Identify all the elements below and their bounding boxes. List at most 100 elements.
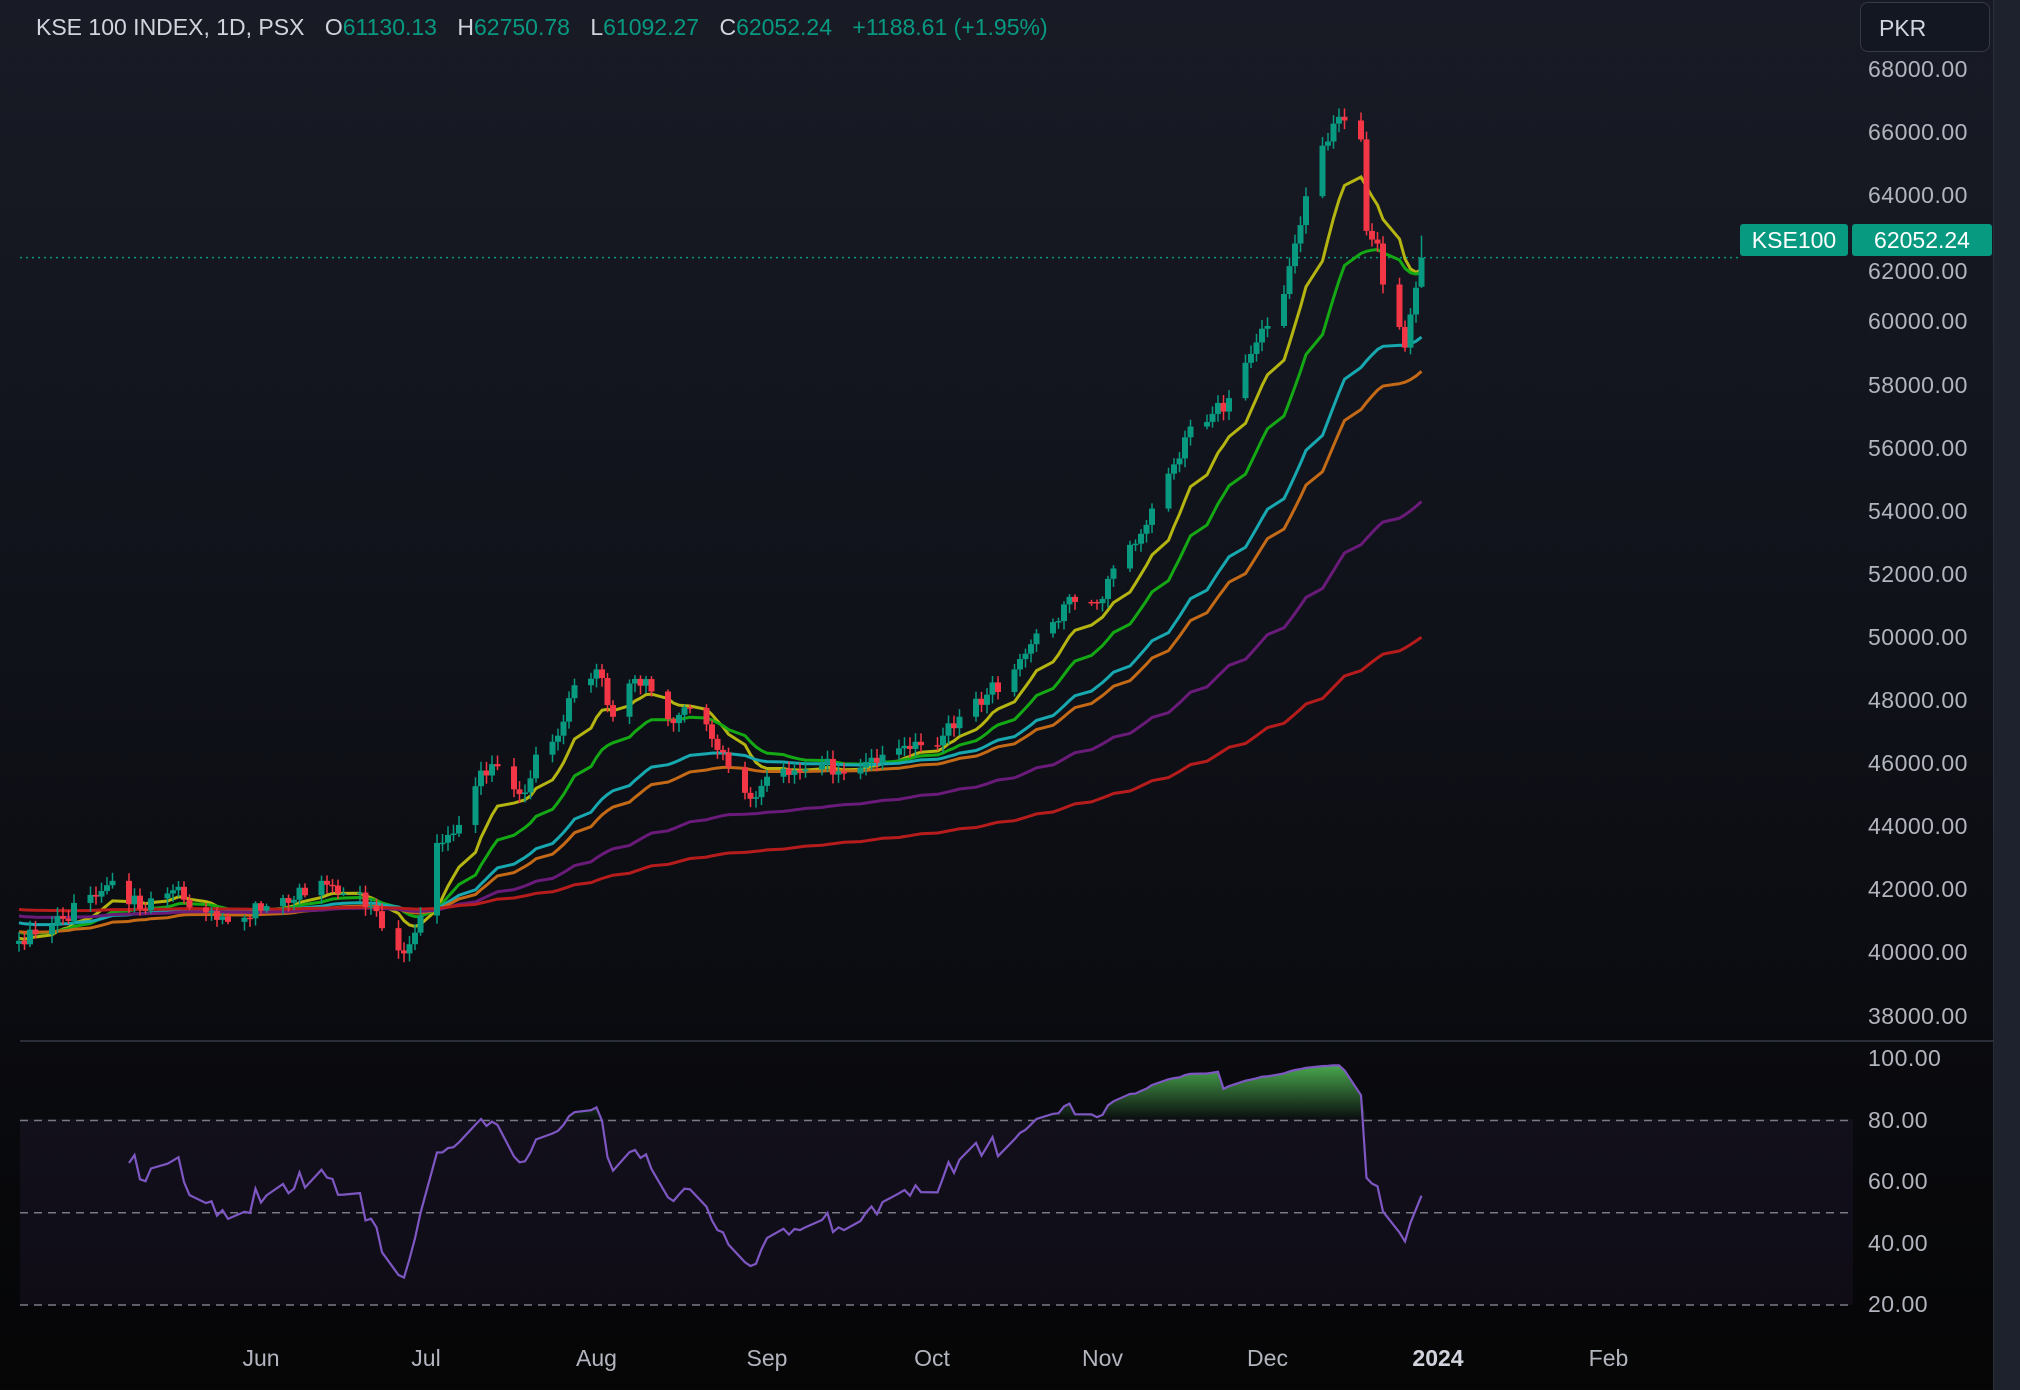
symbol-title[interactable]: KSE 100 INDEX, 1D, PSX	[36, 14, 305, 40]
candle-body	[1413, 287, 1419, 315]
candle-body	[1402, 327, 1408, 348]
candle	[302, 883, 308, 898]
candle-body	[1209, 413, 1216, 422]
candle	[533, 746, 539, 783]
candle	[681, 704, 688, 723]
candle-body	[1319, 145, 1326, 197]
candle	[489, 755, 495, 782]
candle	[1297, 216, 1304, 253]
time-axis-label: Aug	[576, 1345, 617, 1371]
candle-body	[610, 705, 616, 717]
candle-body	[1165, 473, 1172, 509]
change-value: +1188.61 (+1.95%)	[852, 14, 1048, 40]
candle-body	[478, 770, 484, 787]
candle-body	[318, 880, 325, 896]
candle	[1132, 539, 1139, 552]
candle-body	[181, 886, 187, 900]
candle	[65, 909, 72, 925]
candle-body	[835, 771, 842, 775]
high-label: H	[457, 14, 474, 40]
candle	[1105, 575, 1111, 608]
candle-body	[1050, 622, 1056, 634]
candle	[1253, 333, 1260, 362]
time-axis-label: Oct	[914, 1345, 950, 1371]
candle-body	[258, 903, 264, 911]
price-axis-label: 68000.00	[1868, 56, 1968, 82]
candle	[1050, 618, 1056, 638]
candle-body	[1088, 601, 1095, 604]
candle	[1363, 131, 1370, 236]
candle-body	[1396, 284, 1403, 328]
candle	[16, 932, 22, 952]
candle	[280, 894, 286, 915]
time-axis-label: Sep	[746, 1345, 788, 1371]
candle-body	[1061, 604, 1067, 622]
candle-body	[956, 716, 963, 729]
moving-average-200[interactable]	[18, 635, 1423, 913]
candle	[709, 720, 715, 748]
candle	[417, 907, 424, 936]
candle	[87, 886, 94, 912]
candle	[1143, 519, 1150, 543]
candle-body	[324, 880, 330, 885]
candle-body	[973, 698, 979, 717]
candle-body	[758, 785, 765, 798]
moving-average-50[interactable]	[18, 370, 1423, 934]
candle	[1171, 458, 1177, 480]
moving-average-10[interactable]	[18, 175, 1423, 941]
candle-body	[395, 928, 402, 951]
candle	[1220, 395, 1227, 421]
candle	[989, 675, 996, 704]
candle	[670, 717, 677, 732]
candle	[1319, 137, 1326, 199]
candle-body	[291, 899, 297, 903]
currency-button[interactable]: PKR	[1860, 2, 1990, 52]
candle-body	[945, 723, 952, 736]
candle	[1259, 320, 1265, 352]
candle-body	[1281, 294, 1287, 326]
candle-body	[1127, 544, 1133, 569]
candle-body	[703, 707, 710, 725]
candle	[54, 907, 61, 933]
candle	[1022, 648, 1029, 668]
candle	[1330, 115, 1337, 149]
candle	[335, 879, 341, 899]
candle	[1336, 108, 1342, 133]
candle	[753, 791, 759, 808]
candle	[1292, 234, 1298, 274]
moving-average-20[interactable]	[18, 247, 1422, 935]
candle-body	[714, 738, 721, 750]
candle-body	[918, 741, 924, 746]
candle-body	[445, 835, 451, 843]
candle	[208, 906, 215, 921]
open-label: O	[324, 14, 343, 40]
candle-body	[511, 766, 517, 790]
candle	[1303, 187, 1309, 234]
candle-body	[1226, 398, 1232, 412]
candle-body	[340, 893, 347, 895]
candle	[1358, 112, 1364, 142]
price-axis-label: 42000.00	[1868, 876, 1968, 903]
candle	[1061, 601, 1067, 630]
candle	[687, 704, 693, 714]
candle-body	[483, 770, 490, 776]
candle	[1396, 277, 1403, 330]
candle-body	[357, 892, 363, 895]
candle	[214, 907, 220, 927]
candle	[21, 932, 28, 950]
candle-body	[93, 894, 99, 897]
candle	[648, 676, 655, 697]
candle	[1066, 594, 1073, 614]
candle	[918, 733, 924, 753]
candle	[357, 885, 363, 902]
price-axis-label: 50000.00	[1868, 623, 1968, 650]
moving-average-40[interactable]	[18, 335, 1423, 927]
candle-body	[637, 678, 644, 686]
candle	[593, 663, 600, 688]
rsi-line[interactable]	[128, 1064, 1423, 1280]
candle	[170, 884, 176, 902]
rsi-axis-label: 60.00	[1868, 1168, 1929, 1194]
candle	[1110, 565, 1117, 587]
candle-body	[901, 745, 908, 749]
